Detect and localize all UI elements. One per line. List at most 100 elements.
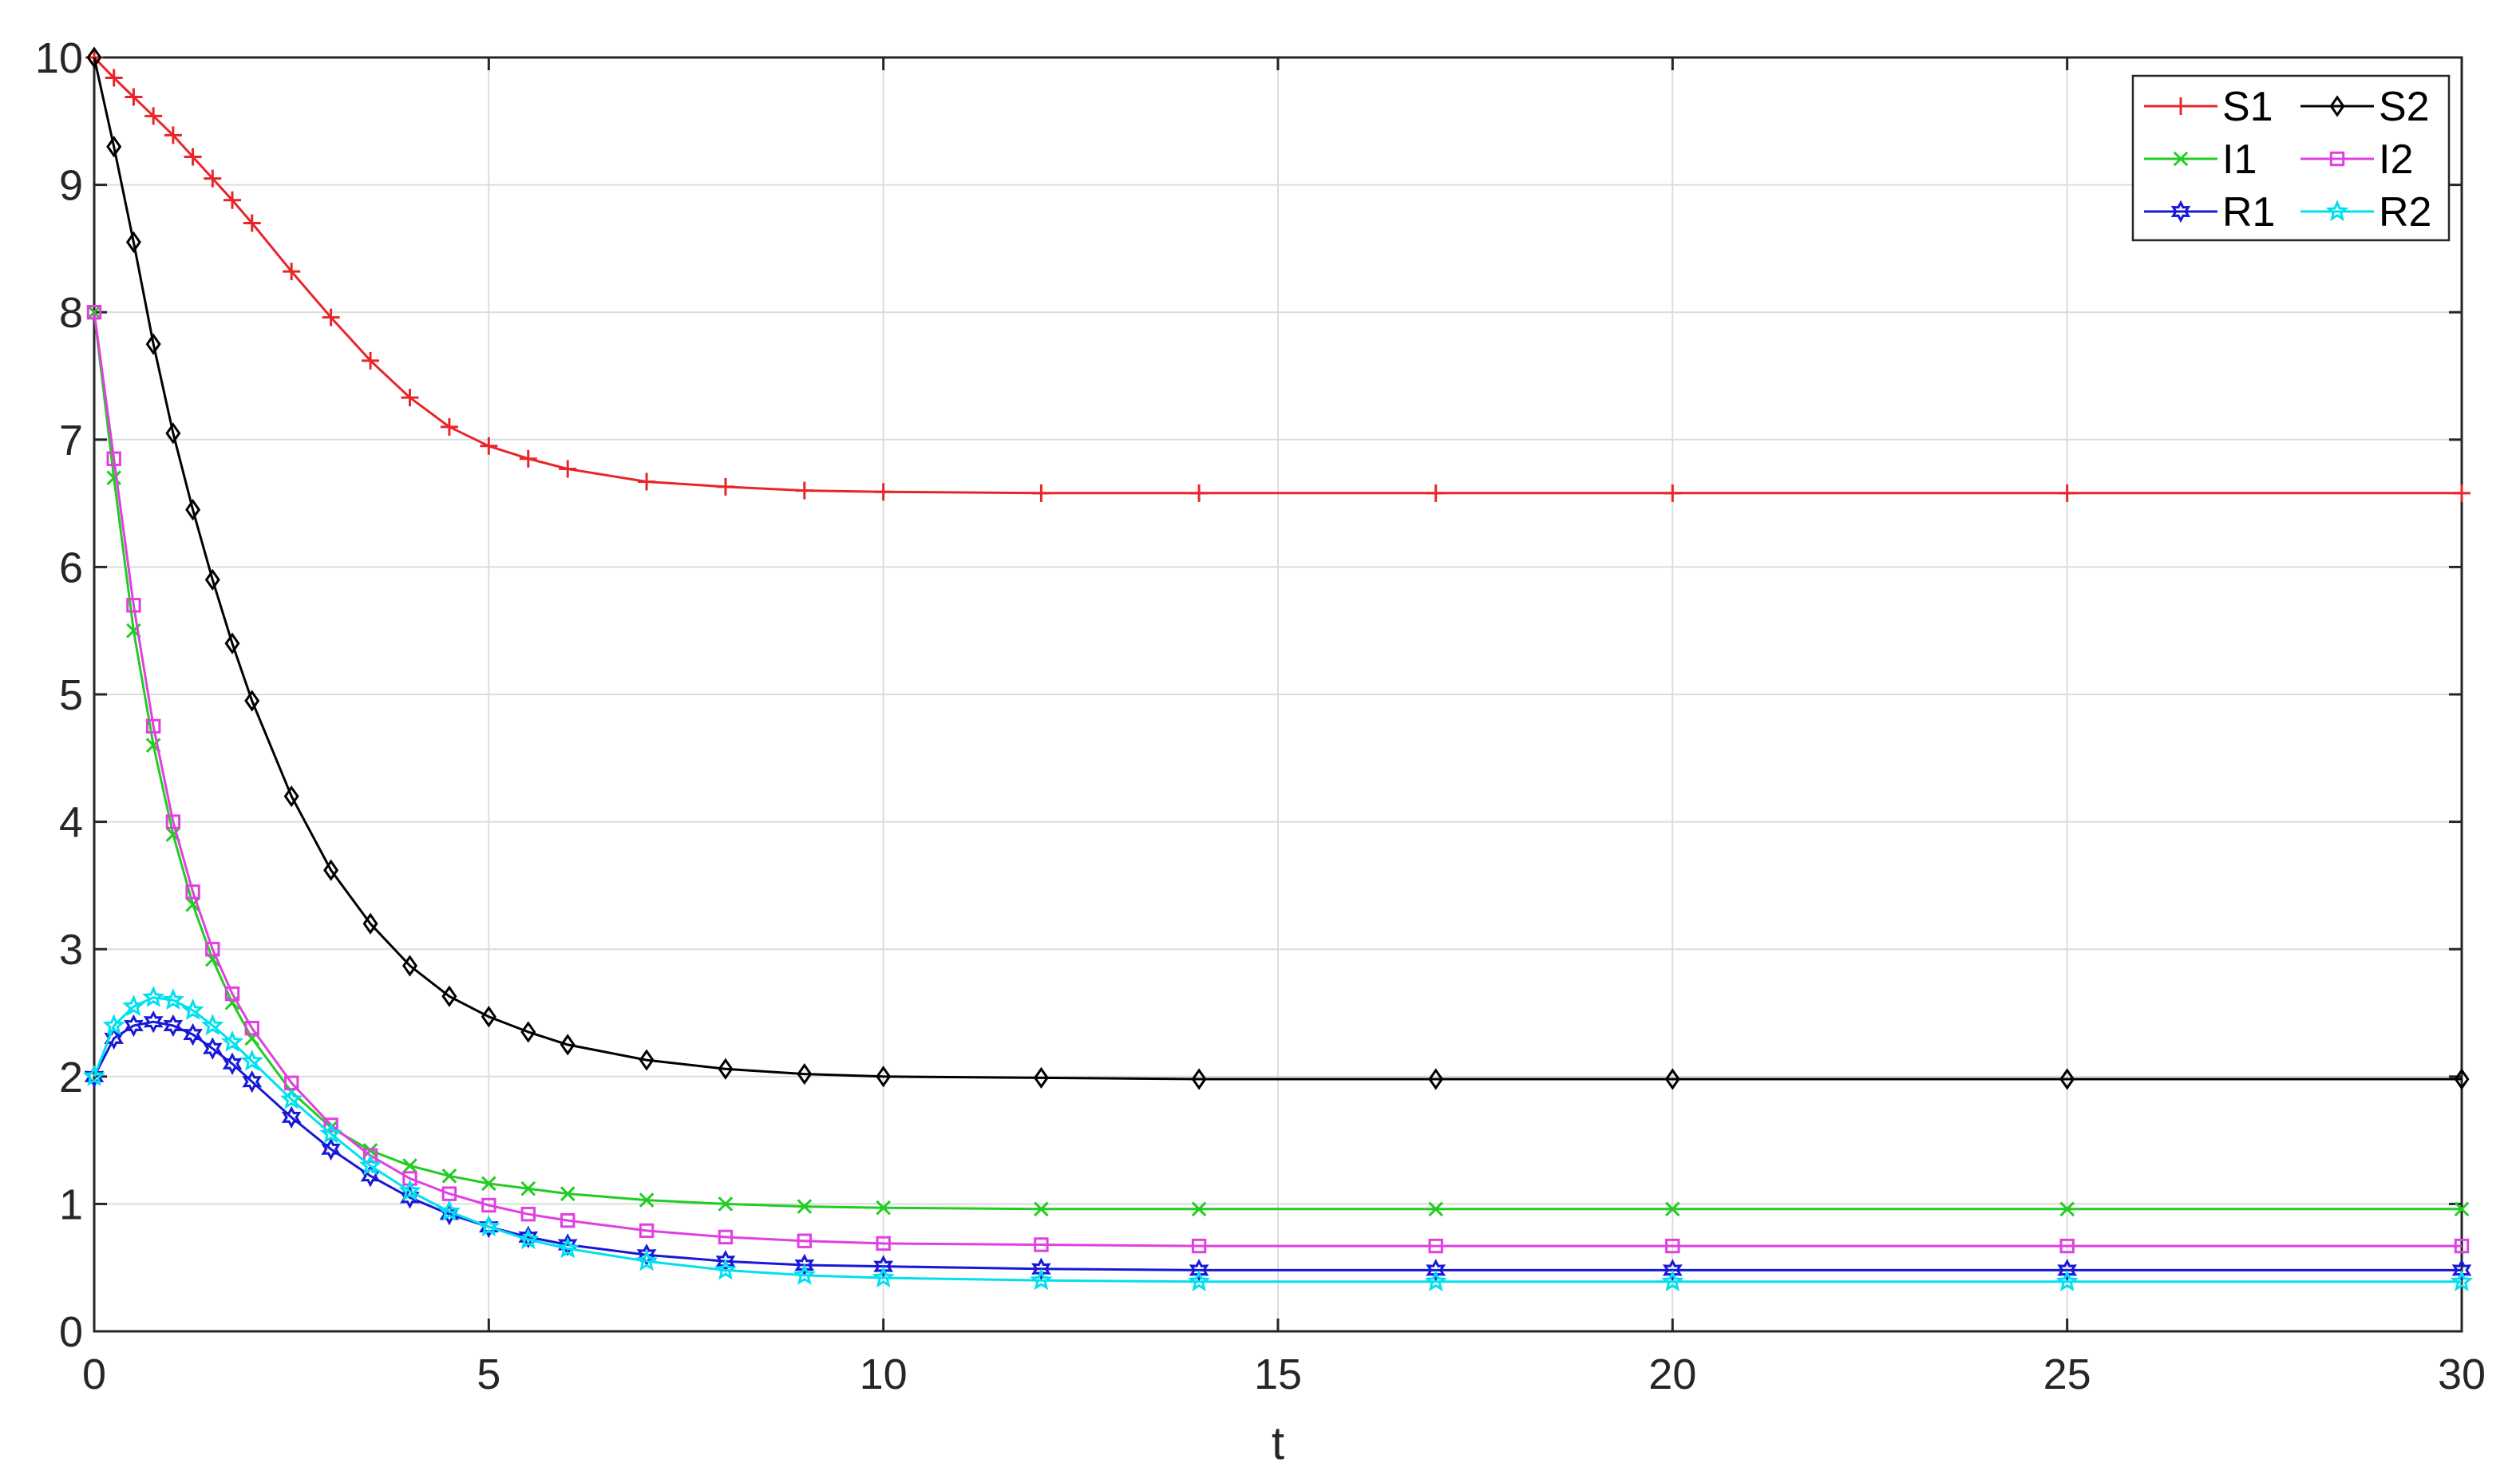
- marker-cross: [2173, 151, 2189, 167]
- marker-plus: [638, 473, 656, 491]
- marker-square: [1034, 1237, 1049, 1252]
- marker-diamond: [441, 985, 457, 1007]
- marker-pentagram: [142, 985, 165, 1007]
- marker-diamond: [204, 568, 220, 591]
- marker-plus: [105, 69, 123, 87]
- axis-ticks: 0 5 10 15 20 25 30 0 1 2 3 4 5 6 7 8 9 10: [35, 34, 2486, 1398]
- marker-hexagram: [202, 1037, 223, 1060]
- marker-diamond: [283, 785, 299, 808]
- marker-plus: [322, 308, 340, 326]
- y-tick-label: 9: [59, 162, 83, 210]
- marker-plus: [164, 126, 182, 144]
- marker-cross: [718, 1196, 734, 1212]
- y-tick-label: 5: [59, 671, 83, 719]
- legend: S1 S2 I1 I2 R1 R2: [2131, 74, 2451, 242]
- marker-pentagram: [437, 1200, 461, 1222]
- marker-plus: [144, 107, 163, 125]
- y-tick-label: 3: [59, 926, 83, 974]
- marker-hexagram: [183, 1022, 203, 1046]
- marker-pentagram: [398, 1179, 421, 1201]
- marker-square: [876, 1236, 891, 1252]
- series-line: [93, 996, 2462, 1283]
- marker-square: [481, 1197, 496, 1213]
- marker-cross: [639, 1192, 655, 1208]
- marker-plus: [243, 214, 261, 232]
- marker-hexagram: [636, 1243, 657, 1267]
- marker-square: [797, 1233, 812, 1248]
- series-s1: [85, 49, 2471, 502]
- legend-item-s2: S2: [2300, 84, 2430, 130]
- marker-cross: [1034, 1201, 1049, 1217]
- marker-plus: [184, 148, 202, 166]
- marker-square: [560, 1212, 576, 1228]
- marker-plus: [204, 169, 222, 188]
- marker-diamond: [224, 632, 240, 654]
- marker-hexagram: [104, 1026, 124, 1050]
- marker-pentagram: [516, 1228, 540, 1250]
- marker-plus: [1426, 484, 1445, 502]
- marker-pentagram: [2325, 200, 2349, 222]
- series-line: [93, 311, 2462, 1248]
- marker-square: [718, 1229, 734, 1245]
- marker-cross: [797, 1199, 813, 1214]
- marker-square: [244, 1020, 259, 1036]
- marker-square: [185, 884, 200, 900]
- marker-square: [2329, 151, 2345, 167]
- marker-diamond: [145, 333, 161, 355]
- marker-pentagram: [2055, 1269, 2079, 1291]
- series-s2: [86, 46, 2470, 1090]
- y-tick-label: 4: [59, 799, 83, 847]
- marker-square: [1428, 1238, 1443, 1254]
- y-tick-label: 10: [35, 34, 83, 82]
- marker-pentagram: [358, 1153, 382, 1176]
- legend-label: S1: [2222, 84, 2273, 130]
- legend-item-i2: I2: [2300, 136, 2413, 183]
- marker-cross: [1428, 1201, 1444, 1217]
- marker-diamond: [560, 1034, 576, 1056]
- marker-hexagram: [2451, 1259, 2472, 1282]
- marker-pentagram: [122, 995, 145, 1017]
- x-tick-label: 30: [2438, 1350, 2486, 1398]
- marker-cross: [481, 1176, 496, 1192]
- marker-cross: [1191, 1201, 1207, 1217]
- marker-square: [1191, 1238, 1207, 1254]
- marker-hexagram: [222, 1052, 243, 1076]
- marker-square: [362, 1148, 378, 1163]
- legend-label: I1: [2222, 136, 2257, 183]
- marker-diamond: [797, 1062, 813, 1085]
- marker-square: [2454, 1238, 2470, 1254]
- marker-pentagram: [635, 1249, 659, 1271]
- marker-plus: [283, 263, 301, 281]
- marker-pentagram: [1187, 1269, 1211, 1291]
- marker-pentagram: [793, 1263, 817, 1285]
- marker-hexagram: [1662, 1259, 1683, 1282]
- marker-plus: [480, 437, 498, 455]
- marker-cross: [1665, 1201, 1680, 1217]
- marker-pentagram: [714, 1258, 738, 1280]
- marker-hexagram: [794, 1253, 815, 1277]
- marker-diamond: [402, 955, 417, 977]
- marker-hexagram: [84, 1065, 105, 1089]
- series-line: [93, 57, 2462, 1081]
- grid: [94, 57, 2462, 1331]
- marker-plus: [362, 351, 380, 370]
- marker-cross: [560, 1186, 576, 1201]
- marker-pentagram: [220, 1030, 244, 1052]
- marker-plus: [1032, 484, 1050, 502]
- marker-pentagram: [2450, 1269, 2474, 1291]
- marker-square: [205, 942, 220, 957]
- marker-plus: [125, 88, 143, 106]
- x-tick-label: 10: [860, 1350, 908, 1398]
- y-tick-label: 0: [59, 1308, 83, 1356]
- marker-hexagram: [873, 1255, 894, 1278]
- series-layer: [82, 46, 2474, 1291]
- marker-diamond: [876, 1066, 892, 1088]
- marker-diamond: [520, 1021, 536, 1043]
- marker-diamond: [639, 1049, 655, 1071]
- legend-label: I2: [2379, 136, 2413, 183]
- marker-plus: [795, 481, 813, 500]
- marker-hexagram: [518, 1225, 539, 1249]
- marker-plus: [1664, 484, 1682, 502]
- x-tick-label: 20: [1648, 1350, 1696, 1398]
